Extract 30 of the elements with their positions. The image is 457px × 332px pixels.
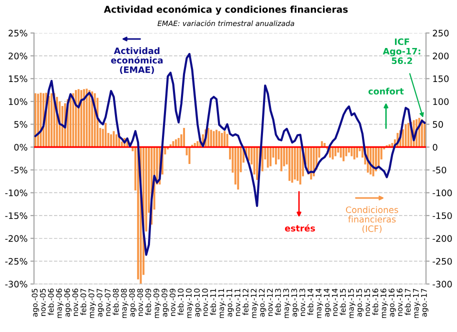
y2-tick-label: 0: [432, 144, 438, 151]
y-tick-label: -15%: [5, 212, 28, 220]
y2-tick-label: 150: [433, 75, 449, 82]
annotation: estrés: [284, 224, 315, 232]
y-tick-label: 10%: [8, 98, 28, 105]
y2-tick-label: -100: [432, 190, 452, 196]
y-tick-label: -20%: [5, 235, 28, 242]
y2-tick-label: 100: [433, 98, 449, 105]
y2-tick-label: -150: [432, 212, 452, 220]
y-tick-label: 20%: [8, 52, 28, 60]
y2-tick-label: 50: [432, 121, 443, 128]
y-tick-label: 15%: [8, 75, 28, 82]
y2-tick-label: -300: [432, 280, 452, 288]
y2-tick-label: 250: [432, 30, 449, 37]
y2-tick-label: -250: [432, 258, 452, 265]
y-tick-label: 0%: [14, 144, 28, 151]
y-tick-label: 5%: [14, 121, 28, 128]
y2-tick-label: -50: [432, 166, 446, 174]
legend-label: Condiciones financieras (ICF): [346, 206, 398, 234]
annotation: ICF Ago-17: 56.2: [382, 38, 420, 64]
chart-title: Actividad económica y condiciones financieras: [104, 5, 348, 15]
y-tick-label: -30%: [5, 280, 28, 288]
y2-tick-label: -200: [432, 235, 452, 242]
y2-tick-label: 200: [432, 52, 449, 60]
y-tick-label: 25%: [8, 30, 28, 37]
annotation: confort: [368, 88, 404, 95]
y-tick-label: -10%: [5, 190, 28, 196]
legend-label: Actividad económica (EMAE): [111, 47, 163, 74]
y-tick-label: -5%: [10, 166, 28, 174]
y-tick-label: -25%: [5, 258, 28, 265]
